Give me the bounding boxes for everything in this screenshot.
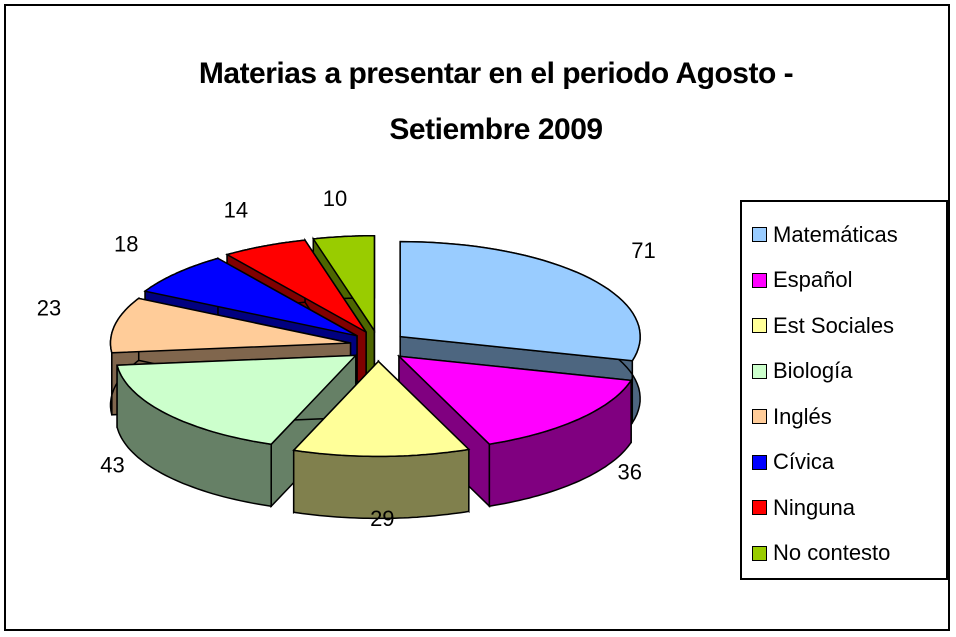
- slice-top: [396, 355, 633, 446]
- slice-top: [143, 257, 358, 337]
- legend-swatch: [752, 272, 767, 288]
- legend: Matemáticas Español Est Sociales Biología In…: [740, 200, 948, 580]
- legend-item: Español: [742, 258, 946, 304]
- pie-slice: [292, 359, 471, 520]
- slice-top: [116, 354, 358, 446]
- slice-top: [399, 240, 641, 362]
- legend-item: Matemáticas: [742, 212, 946, 258]
- data-label: 18: [114, 231, 138, 256]
- data-label: 36: [618, 459, 642, 484]
- legend-label: Biología: [773, 358, 853, 384]
- data-label: 43: [100, 453, 124, 478]
- slice-top: [312, 234, 376, 334]
- pie-area: 71 36 29 43 23 18 14 10: [37, 186, 656, 531]
- legend-swatch: [752, 454, 767, 470]
- legend-item: Ninguna: [742, 485, 946, 531]
- legend-swatch: [752, 227, 767, 243]
- legend-swatch: [752, 500, 767, 516]
- slice-top: [292, 360, 471, 458]
- data-label: 71: [631, 238, 655, 263]
- legend-item: Biología: [742, 349, 946, 395]
- chart: 71 36 29 43 23 18 14 10 Materias a presentar en…: [4, 4, 950, 631]
- legend-label: Est Sociales: [773, 312, 895, 338]
- data-label: 14: [224, 198, 248, 223]
- chart-title: Materias a presentar en el periodo Agost…: [198, 57, 794, 146]
- pie-slice: [116, 353, 358, 509]
- legend-item: No contesto: [742, 531, 946, 577]
- legend-label: Inglés: [773, 403, 832, 429]
- legend-swatch: [752, 409, 767, 425]
- legend-label: Cívica: [773, 449, 835, 475]
- legend-swatch: [752, 363, 767, 379]
- data-label: 23: [37, 296, 61, 321]
- legend-swatch: [752, 318, 767, 334]
- legend-item: Est Sociales: [742, 303, 946, 349]
- slice-top: [225, 239, 367, 333]
- data-label: 29: [370, 506, 394, 531]
- legend-label: Español: [773, 267, 853, 293]
- legend-item: Inglés: [742, 394, 946, 440]
- data-label: 10: [323, 186, 347, 211]
- legend-label: Ninguna: [773, 494, 855, 520]
- legend-label: No contesto: [773, 540, 891, 566]
- slice-top: [109, 297, 351, 354]
- legend-item: Cívica: [742, 440, 946, 486]
- legend-swatch: [752, 545, 767, 561]
- legend-label: Matemáticas: [773, 221, 898, 247]
